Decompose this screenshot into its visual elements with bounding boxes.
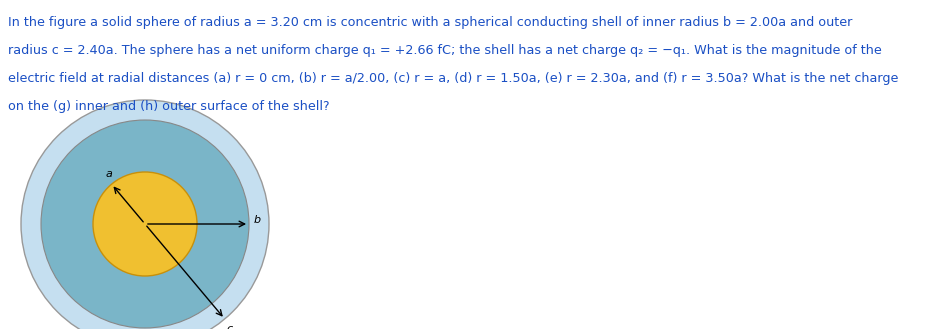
Text: a: a xyxy=(105,169,112,179)
Text: b: b xyxy=(254,215,260,225)
Circle shape xyxy=(93,172,197,276)
Text: radius c = 2.40a. The sphere has a net uniform charge q₁ = +2.66 fC; the shell h: radius c = 2.40a. The sphere has a net u… xyxy=(8,44,882,57)
Text: In the figure a solid sphere of radius a = 3.20 cm is concentric with a spherica: In the figure a solid sphere of radius a… xyxy=(8,16,852,29)
Circle shape xyxy=(41,120,249,328)
Text: electric field at radial distances (a) r = 0 cm, (b) r = a/2.00, (c) r = a, (d) : electric field at radial distances (a) r… xyxy=(8,72,899,85)
Text: on the (g) inner and (h) outer surface of the shell?: on the (g) inner and (h) outer surface o… xyxy=(8,100,330,113)
Circle shape xyxy=(21,100,269,329)
Text: c: c xyxy=(227,324,233,329)
